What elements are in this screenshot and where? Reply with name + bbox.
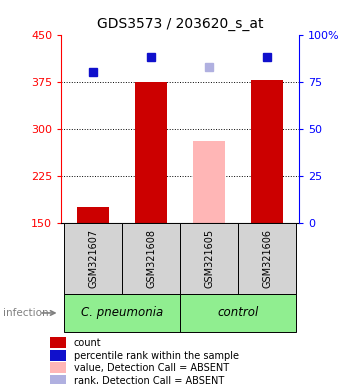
Bar <box>122 223 180 294</box>
Text: GSM321605: GSM321605 <box>204 229 214 288</box>
Bar <box>193 141 225 223</box>
Text: count: count <box>74 338 101 348</box>
Text: value, Detection Call = ABSENT: value, Detection Call = ABSENT <box>74 363 229 373</box>
Bar <box>77 207 109 223</box>
Bar <box>50 349 66 361</box>
Text: GSM321608: GSM321608 <box>146 229 156 288</box>
Bar <box>50 362 66 373</box>
Title: GDS3573 / 203620_s_at: GDS3573 / 203620_s_at <box>97 17 264 31</box>
Bar <box>238 223 296 294</box>
Bar <box>50 337 66 348</box>
Bar <box>180 294 296 332</box>
Text: infection: infection <box>3 308 49 318</box>
Bar <box>50 374 66 384</box>
Text: GSM321606: GSM321606 <box>262 229 272 288</box>
Text: C. pneumonia: C. pneumonia <box>81 306 163 319</box>
Text: rank, Detection Call = ABSENT: rank, Detection Call = ABSENT <box>74 376 224 384</box>
Bar <box>64 294 180 332</box>
Text: percentile rank within the sample: percentile rank within the sample <box>74 351 239 361</box>
Bar <box>251 80 283 223</box>
Bar <box>135 82 167 223</box>
Text: GSM321607: GSM321607 <box>88 229 98 288</box>
Bar <box>64 223 122 294</box>
Bar <box>180 223 238 294</box>
Text: control: control <box>218 306 259 319</box>
